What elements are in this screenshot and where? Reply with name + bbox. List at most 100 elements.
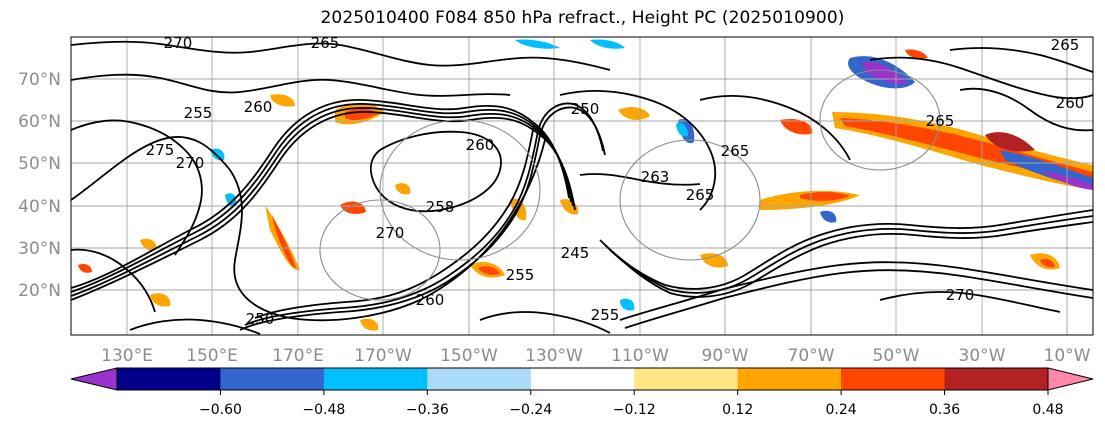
patch-hawaii-red — [478, 266, 500, 275]
patch-nunavut-orange — [905, 49, 928, 59]
latitude-labels: 70°N 60°N 50°N 40°N 30°N 20°N — [18, 70, 61, 301]
colorbar-tick-label: 0.24 — [826, 402, 857, 418]
patch-bering-orange — [270, 94, 295, 107]
colorbar-tick-label: −0.48 — [302, 402, 345, 418]
patch-south-orange — [360, 318, 379, 331]
patch-labrador-red — [780, 118, 813, 135]
longitude-label: 50°W — [873, 346, 920, 366]
longitude-label: 110°W — [611, 346, 669, 366]
colorbar-swatch — [944, 368, 1049, 390]
patch-japan-cyan-2 — [225, 193, 237, 207]
patch-sea-red — [78, 263, 92, 273]
colorbar-swatch — [117, 368, 221, 390]
contour-line — [879, 291, 1061, 313]
contour-value-label: 265 — [721, 142, 750, 160]
contour-line — [71, 119, 203, 256]
contour-line — [609, 221, 1093, 298]
latitude-label: 60°N — [18, 112, 61, 132]
latitude-label: 30°N — [18, 239, 61, 259]
contour-value-label: 270 — [176, 154, 205, 172]
contour-line — [71, 73, 511, 97]
contour-value-label: 250 — [246, 310, 275, 328]
contour-value-label: 265 — [686, 186, 715, 204]
contour-value-label: 245 — [561, 244, 590, 262]
contour-line — [619, 261, 1093, 321]
longitude-label: 130°W — [525, 346, 583, 366]
reference-circle — [819, 69, 941, 171]
colorbar-swatch — [323, 368, 428, 390]
colorbar-swatch — [530, 368, 635, 390]
contour-value-label: 270 — [946, 286, 975, 304]
contour-line — [129, 318, 261, 335]
map-frame — [70, 36, 1094, 336]
contour-line — [604, 215, 1093, 294]
patch-canada-orange — [618, 107, 650, 120]
contour-line — [949, 47, 1093, 73]
map-title: 2025010400 F084 850 hPa refract., Height… — [320, 8, 845, 28]
contour-value-label: 260 — [1056, 94, 1085, 112]
patch-sea-orange — [150, 293, 171, 307]
contour-line — [239, 106, 606, 331]
contour-value-label: 270 — [164, 34, 193, 52]
latitude-label: 50°N — [18, 154, 61, 174]
colorbar-tick-label: −0.60 — [199, 402, 242, 418]
longitude-label: 150°E — [186, 346, 238, 366]
colorbar-tick-label: 0.36 — [929, 402, 960, 418]
contour-value-label: 250 — [571, 100, 600, 118]
patch-pacific-red-1 — [272, 215, 296, 268]
colorbar-swatch — [737, 368, 842, 390]
contour-value-label: 260 — [244, 98, 273, 116]
patch-atl-mid-red — [800, 192, 850, 201]
contour-value-label: 255 — [506, 266, 535, 284]
colorbar-swatch — [427, 368, 532, 390]
contour-value-label: 255 — [591, 306, 620, 324]
latitude-label: 40°N — [18, 197, 61, 217]
contour-line — [71, 103, 572, 293]
contour-value-label: 275 — [146, 141, 175, 159]
colorbar-extend-high — [1047, 367, 1094, 391]
colorbar-swatch — [634, 368, 739, 390]
patch-pacific-orange-3 — [395, 183, 411, 195]
patch-canada-cyan — [676, 122, 688, 137]
reference-circle — [319, 199, 441, 301]
height-contours — [71, 40, 1093, 335]
contour-value-label: 263 — [641, 168, 670, 186]
contour-value-label: 260 — [416, 291, 445, 309]
longitude-label: 70°W — [788, 346, 835, 366]
reference-contours — [319, 69, 941, 301]
longitude-label: 30°W — [959, 346, 1006, 366]
colorbar: −0.60 −0.48 −0.36 −0.24 −0.12 0.12 0.24 0.36 0.4… — [70, 367, 1094, 418]
longitude-label: 10°W — [1044, 346, 1091, 366]
contour-line — [559, 89, 717, 211]
contour-line — [254, 124, 535, 319]
longitude-label: 150°W — [440, 346, 498, 366]
colorbar-tick-label: 0.12 — [722, 402, 753, 418]
longitude-label: 130°E — [101, 346, 153, 366]
contour-value-label: 260 — [466, 136, 495, 154]
colorbar-tick-label: 0.48 — [1032, 402, 1063, 418]
contour-line — [869, 56, 1093, 100]
contour-value-label: 270 — [376, 224, 405, 242]
colorbar-tick-label: −0.24 — [509, 402, 552, 418]
contour-value-label: 265 — [926, 112, 955, 130]
patch-east-atl-red — [1040, 258, 1055, 268]
contour-value-label: 265 — [1051, 36, 1080, 54]
contour-line — [579, 173, 701, 186]
longitude-label: 90°W — [702, 346, 749, 366]
contour-line — [599, 209, 1093, 290]
patch-pacific-orange-2 — [340, 201, 366, 214]
longitude-label: 170°W — [354, 346, 412, 366]
reference-circle — [379, 119, 541, 261]
contour-line — [959, 87, 1093, 132]
contour-value-label: 258 — [426, 198, 455, 216]
longitude-label: 170°E — [272, 346, 324, 366]
contour-line — [699, 95, 851, 161]
map-background — [71, 37, 1093, 335]
colorbar-swatch — [841, 368, 946, 390]
patch-atlantic-purple — [1040, 170, 1093, 190]
colorbar-frame — [116, 367, 1049, 391]
contour-line — [71, 135, 546, 322]
